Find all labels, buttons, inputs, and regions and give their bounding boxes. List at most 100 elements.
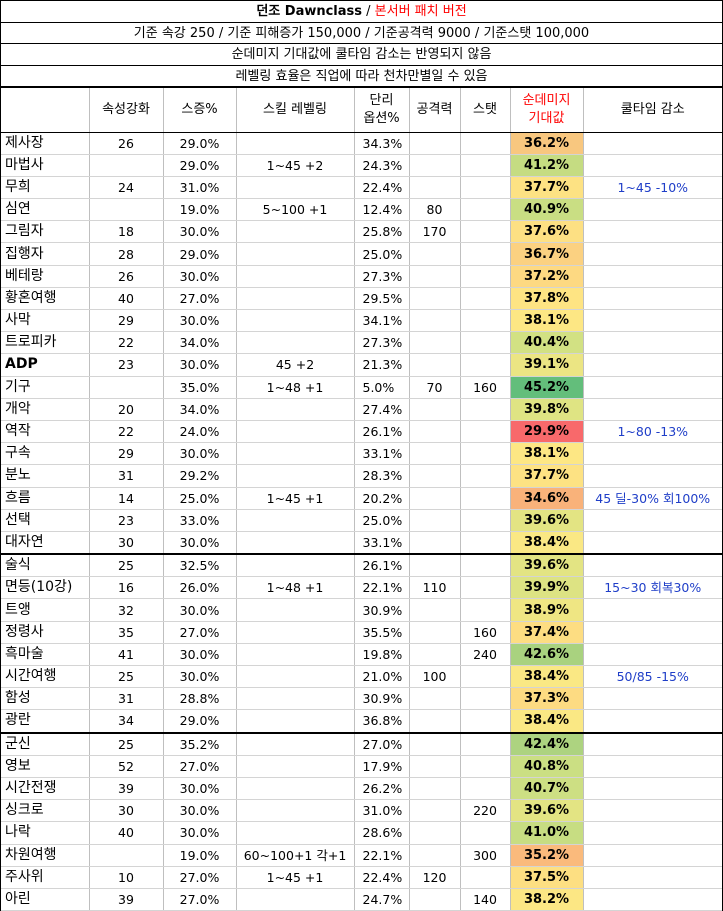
cell-cooldown: 1~45 -10%: [583, 176, 722, 200]
cell-stat: [460, 464, 511, 488]
cell-elemental: 10: [89, 866, 164, 889]
cell-elemental: 25: [89, 731, 164, 756]
col-single-option: 단리 옵션%: [354, 87, 410, 133]
cell-skill-pct: 29.0%: [163, 154, 237, 177]
cell-cooldown: [583, 888, 722, 911]
cell-attack: 70: [409, 376, 461, 399]
cell-expected-damage: 40.4%: [510, 331, 584, 355]
cell-elemental: [89, 376, 164, 399]
cell-skill-level: [236, 731, 355, 756]
cell-elemental: 30: [89, 531, 164, 555]
cell-expected-damage: 42.6%: [510, 643, 584, 667]
cell-skill-level: [236, 709, 355, 734]
cell-single-option: 22.4%: [354, 176, 410, 200]
cell-expected-damage: 40.7%: [510, 777, 584, 801]
cell-name: 제사장: [1, 132, 90, 155]
table-row: 시간전쟁 39 30.0% 26.2% 40.7%: [1, 777, 722, 801]
cell-stat: 160: [460, 376, 511, 399]
cell-skill-level: [236, 777, 355, 801]
table-row: 사막 29 30.0% 34.1% 38.1%: [1, 309, 722, 333]
cell-skill-level: [236, 220, 355, 244]
cell-single-option: 5.0%: [354, 376, 410, 399]
cell-single-option: 26.2%: [354, 777, 410, 801]
cell-stat: [460, 665, 511, 689]
cell-attack: 100: [409, 665, 461, 689]
col-single-line2: 옵션%: [363, 110, 400, 126]
table-row: 시간여행 25 30.0% 21.0% 100 38.4% 50/85 -15%: [1, 665, 722, 689]
table-row: 황혼여행 40 27.0% 29.5% 37.8%: [1, 287, 722, 311]
cell-stat: 160: [460, 621, 511, 644]
cell-name: 개악: [1, 398, 90, 421]
cell-name: 트로피카: [1, 331, 90, 355]
table-row: 기구 35.0% 1~48 +1 5.0% 70 160 45.2%: [1, 376, 722, 399]
cell-attack: [409, 265, 461, 288]
cell-stat: [460, 309, 511, 333]
cell-skill-pct: 30.0%: [163, 309, 237, 333]
cell-single-option: 27.0%: [354, 731, 410, 756]
cell-name: 역작: [1, 420, 90, 444]
table-row: 차원여행 19.0% 60~100+1 각+1 22.1% 300 35.2%: [1, 844, 722, 867]
cell-single-option: 22.1%: [354, 576, 410, 600]
cell-single-option: 26.1%: [354, 420, 410, 444]
table-row: 개악 20 34.0% 27.4% 39.8%: [1, 398, 722, 421]
cell-attack: [409, 799, 461, 823]
cell-skill-pct: 19.0%: [163, 844, 237, 867]
cell-single-option: 35.5%: [354, 621, 410, 644]
cell-skill-level: [236, 176, 355, 200]
cell-name: 그림자: [1, 220, 90, 244]
cell-elemental: 25: [89, 665, 164, 689]
title-main: 던조 Dawnclass: [256, 4, 363, 19]
cell-expected-damage: 37.6%: [510, 220, 584, 244]
cell-skill-level: [236, 398, 355, 421]
table-row: 분노 31 29.2% 28.3% 37.7%: [1, 464, 722, 488]
cell-name: 집행자: [1, 242, 90, 266]
cell-stat: [460, 755, 511, 778]
cell-cooldown: [583, 265, 722, 288]
cell-skill-pct: 35.0%: [163, 376, 237, 399]
cell-elemental: 52: [89, 755, 164, 778]
cell-cooldown: [583, 731, 722, 756]
cell-cooldown: [583, 777, 722, 801]
cell-name: 술식: [1, 553, 90, 578]
cell-skill-pct: 31.0%: [163, 176, 237, 200]
cell-elemental: 31: [89, 687, 164, 711]
cell-stat: [460, 509, 511, 532]
cell-skill-pct: 29.2%: [163, 464, 237, 488]
cell-expected-damage: 41.0%: [510, 821, 584, 845]
cell-skill-level: [236, 799, 355, 823]
table-row: 무희 24 31.0% 22.4% 37.7% 1~45 -10%: [1, 176, 722, 200]
cell-name: 함성: [1, 687, 90, 711]
cell-skill-level: [236, 331, 355, 355]
table-row: 주사위 10 27.0% 1~45 +1 22.4% 120 37.5%: [1, 866, 722, 889]
cell-expected-damage: 38.9%: [510, 598, 584, 622]
cell-attack: [409, 643, 461, 667]
cell-name: 사막: [1, 309, 90, 333]
cell-expected-damage: 38.4%: [510, 531, 584, 555]
cell-elemental: [89, 844, 164, 867]
cell-single-option: 34.1%: [354, 309, 410, 333]
cell-name: 주사위: [1, 866, 90, 889]
cell-cooldown: [583, 755, 722, 778]
cell-cooldown: 50/85 -15%: [583, 665, 722, 689]
cell-stat: [460, 576, 511, 600]
col-skill-level: 스킬 레벨링: [236, 87, 355, 133]
cell-skill-pct: 27.0%: [163, 888, 237, 911]
cell-name: 시간전쟁: [1, 777, 90, 801]
cell-expected-damage: 37.8%: [510, 287, 584, 311]
cell-cooldown: [583, 709, 722, 734]
cell-single-option: 30.9%: [354, 598, 410, 622]
cell-attack: [409, 464, 461, 488]
cell-stat: [460, 242, 511, 266]
table-row: 정령사 35 27.0% 35.5% 160 37.4%: [1, 621, 722, 644]
cell-skill-pct: 26.0%: [163, 576, 237, 600]
cell-attack: 170: [409, 220, 461, 244]
cell-skill-pct: 30.0%: [163, 821, 237, 845]
cell-elemental: 34: [89, 709, 164, 734]
cell-skill-pct: 30.0%: [163, 665, 237, 689]
cell-name: 광란: [1, 709, 90, 734]
table-row: 술식 25 32.5% 26.1% 39.6%: [1, 553, 722, 578]
cell-single-option: 22.4%: [354, 866, 410, 889]
cell-skill-level: [236, 821, 355, 845]
cell-stat: [460, 866, 511, 889]
cell-expected-damage: 45.2%: [510, 376, 584, 399]
